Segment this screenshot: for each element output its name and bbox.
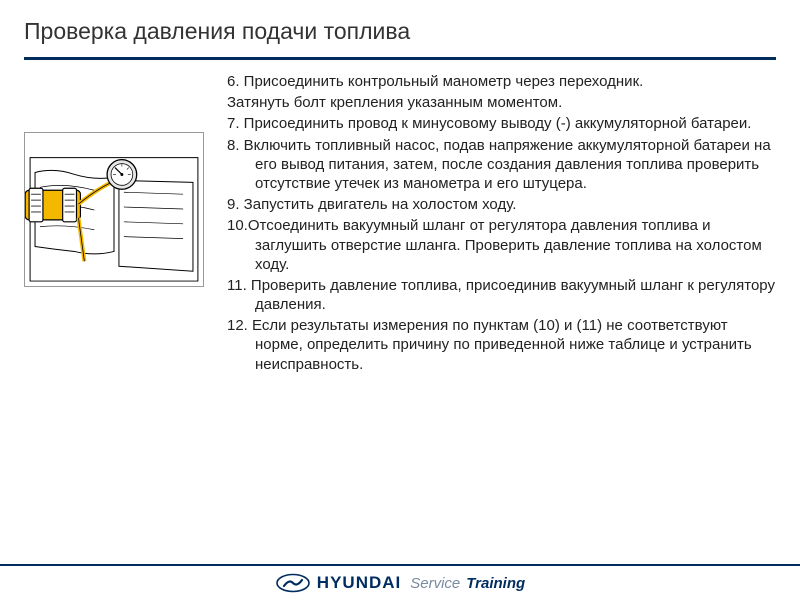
procedure-step: 12. Если результаты измерения по пунктам… bbox=[227, 316, 776, 374]
procedure-step: 10.Отсоединить вакуумный шланг от регуля… bbox=[227, 216, 776, 274]
footer-logo: HYUNDAI Service Training bbox=[275, 573, 525, 593]
procedure-step: 8. Включить топливный насос, подав напря… bbox=[227, 136, 776, 194]
slide-content: 6. Присоединить контрольный манометр чер… bbox=[0, 60, 800, 376]
steps-column: 6. Присоединить контрольный манометр чер… bbox=[219, 72, 776, 376]
engine-gauge-diagram bbox=[24, 132, 204, 287]
procedure-note: Затянуть болт крепления указанным момент… bbox=[227, 93, 776, 112]
slide-title: Проверка давления подачи топлива bbox=[24, 18, 776, 45]
procedure-step: 6. Присоединить контрольный манометр чер… bbox=[227, 72, 776, 91]
training-text: Training bbox=[466, 575, 525, 592]
brand-text: HYUNDAI bbox=[317, 573, 401, 593]
service-text: Service bbox=[410, 575, 460, 592]
procedure-step: 11. Проверить давление топлива, присоеди… bbox=[227, 276, 776, 314]
slide-footer: HYUNDAI Service Training bbox=[0, 564, 800, 600]
diagram-column bbox=[24, 72, 219, 376]
slide-header: Проверка давления подачи топлива bbox=[0, 0, 800, 53]
hyundai-logo-icon bbox=[275, 573, 311, 593]
procedure-step: 9. Запустить двигатель на холостом ходу. bbox=[227, 195, 776, 214]
procedure-step: 7. Присоединить провод к минусовому выво… bbox=[227, 114, 776, 133]
